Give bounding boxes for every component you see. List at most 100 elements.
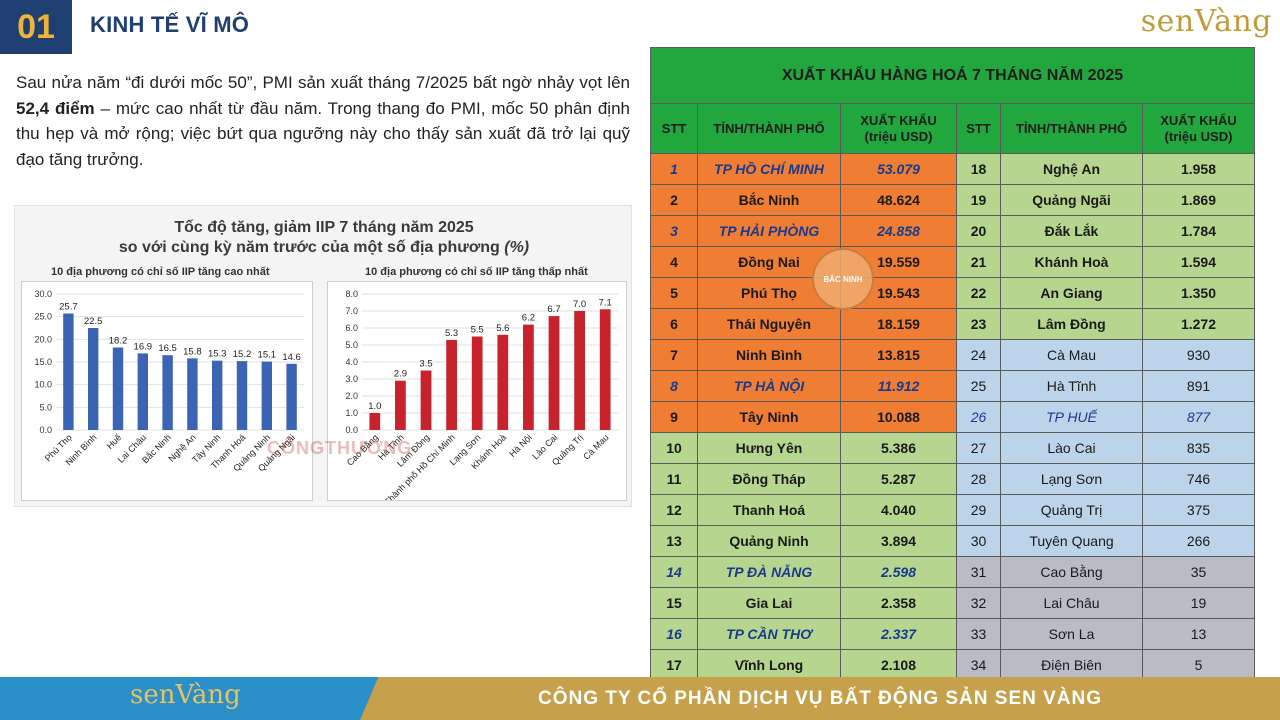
cell-province-right: Hà Tĩnh — [1000, 370, 1143, 402]
cell-export-left: 13.815 — [840, 339, 957, 371]
cell-province-right: Tuyên Quang — [1000, 525, 1143, 557]
table-row: 12 Thanh Hoá 4.040 29 Quảng Trị 375 — [650, 494, 1255, 526]
cell-stt-left: 5 — [650, 277, 698, 309]
y-tick-label: 1.0 — [345, 408, 358, 418]
bar — [446, 339, 457, 430]
table-row: 14 TP ĐÀ NẴNG 2.598 31 Cao Bằng 35 — [650, 556, 1255, 588]
data-label: 18.2 — [109, 335, 128, 346]
cell-stt-left: 15 — [650, 587, 698, 619]
bar — [548, 316, 560, 430]
header-province-left: TỈNH/THÀNH PHỐ — [697, 103, 841, 154]
cell-export-left: 10.088 — [840, 401, 957, 433]
cell-stt-right: 33 — [956, 618, 1001, 650]
bar — [162, 355, 173, 430]
y-tick-label: 4.0 — [345, 357, 358, 367]
y-tick-label: 6.0 — [345, 323, 358, 333]
table-row: 7 Ninh Bình 13.815 24 Cà Mau 930 — [650, 339, 1255, 371]
cell-province-right: Quảng Ngãi — [1000, 184, 1143, 216]
cell-export-right: 891 — [1142, 370, 1255, 402]
table-row: 10 Hưng Yên 5.386 27 Lào Cai 835 — [650, 432, 1255, 464]
cell-export-left: 2.108 — [840, 649, 957, 681]
cell-export-left: 3.894 — [840, 525, 957, 557]
y-tick-label: 15.0 — [34, 357, 52, 367]
cell-export-right: 877 — [1142, 401, 1255, 433]
cell-stt-left: 11 — [650, 463, 698, 495]
table-row: 1 TP HỒ CHÍ MINH 53.079 18 Nghệ An 1.958 — [650, 153, 1255, 185]
bar — [599, 309, 611, 430]
cell-province-left: TP HỒ CHÍ MINH — [697, 153, 841, 185]
cell-stt-left: 16 — [650, 618, 698, 650]
cell-export-left: 53.079 — [840, 153, 957, 185]
table-row: 6 Thái Nguyên 18.159 23 Lâm Đồng 1.272 — [650, 308, 1255, 340]
data-label: 5.3 — [445, 328, 458, 339]
cell-province-right: Lào Cai — [1000, 432, 1143, 464]
intro-highlight: 52,4 điểm — [16, 98, 95, 118]
footer-bar: senVàng CÔNG TY CỔ PHẦN DỊCH VỤ BẤT ĐỘNG… — [0, 677, 1280, 720]
cell-export-left: 48.624 — [840, 184, 957, 216]
cell-stt-right: 23 — [956, 308, 1001, 340]
cell-stt-left: 14 — [650, 556, 698, 588]
cell-stt-left: 2 — [650, 184, 698, 216]
bar — [87, 328, 99, 430]
cell-export-left: 24.858 — [840, 215, 957, 247]
chart-subtitle-right: 10 địa phương có chỉ số IIP tăng thấp nh… — [365, 266, 588, 278]
cell-stt-right: 31 — [956, 556, 1001, 588]
data-label: 5.5 — [471, 325, 484, 336]
bar — [395, 380, 406, 430]
header-province-right: TỈNH/THÀNH PHỐ — [1000, 103, 1143, 154]
bar — [211, 360, 223, 430]
cell-province-right: Lâm Đồng — [1000, 308, 1143, 340]
cell-province-left: Bắc Ninh — [697, 184, 841, 216]
y-tick-label: 10.0 — [34, 380, 52, 390]
cell-province-left: Gia Lai — [697, 587, 841, 619]
cell-export-left: 4.040 — [840, 494, 957, 526]
bar — [63, 313, 74, 430]
bar — [236, 361, 248, 430]
cell-stt-right: 19 — [956, 184, 1001, 216]
cell-export-left: 18.159 — [840, 308, 957, 340]
data-label: 1.0 — [368, 401, 381, 412]
cell-stt-right: 24 — [956, 339, 1001, 371]
chart-title-line2a: so với cùng kỳ năm trước của một số địa … — [118, 239, 505, 256]
cell-province-left: Hưng Yên — [697, 432, 841, 464]
data-label: 16.9 — [134, 341, 153, 352]
cell-export-right: 1.350 — [1142, 277, 1255, 309]
table-row: 11 Đồng Tháp 5.287 28 Lạng Sơn 746 — [650, 463, 1255, 495]
cell-province-left: Quảng Ninh — [697, 525, 841, 557]
brand-logo: senVàng — [1140, 4, 1272, 39]
bar — [137, 353, 149, 430]
table-row: 15 Gia Lai 2.358 32 Lai Châu 19 — [650, 587, 1255, 619]
cell-stt-left: 1 — [650, 153, 698, 185]
cell-province-left: Vĩnh Long — [697, 649, 841, 681]
table-row: 8 TP HÀ NỘI 11.912 25 Hà Tĩnh 891 — [650, 370, 1255, 402]
data-label: 15.2 — [233, 349, 252, 360]
chart-title-unit: (%) — [504, 239, 530, 256]
data-label: 2.9 — [394, 369, 407, 380]
cell-stt-right: 20 — [956, 215, 1001, 247]
cell-export-left: 2.598 — [840, 556, 957, 588]
chart-title-line2: so với cùng kỳ năm trước của một số địa … — [15, 238, 633, 258]
data-label: 22.5 — [84, 316, 103, 327]
y-tick-label: 5.0 — [39, 402, 52, 412]
cell-stt-left: 10 — [650, 432, 698, 464]
table-row: 4 Đồng Nai 19.559 21 Khánh Hoà 1.594 — [650, 246, 1255, 278]
chart-panel-title: Tốc độ tăng, giảm IIP 7 tháng năm 2025 s… — [15, 218, 633, 258]
data-label: 7.0 — [573, 299, 586, 310]
cell-stt-left: 3 — [650, 215, 698, 247]
cell-province-left: Thanh Hoá — [697, 494, 841, 526]
chart-right-box: 0.0 1.0 2.0 3.0 4.0 5.0 6.0 7.0 8.0 1.0 Cao Bằng 2.… — [327, 281, 627, 501]
data-label: 15.1 — [258, 350, 277, 361]
cell-stt-left: 4 — [650, 246, 698, 278]
cell-stt-right: 26 — [956, 401, 1001, 433]
cell-province-left: TP HÀ NỘI — [697, 370, 841, 402]
data-label: 14.6 — [282, 352, 301, 363]
bar — [261, 361, 273, 430]
bar — [187, 358, 198, 430]
intro-text-1: Sau nửa năm “đi dưới mốc 50”, PMI sản xu… — [16, 73, 630, 92]
footer-company-name: CÔNG TY CỔ PHẦN DỊCH VỤ BẤT ĐỘNG SẢN SEN… — [537, 687, 1103, 709]
x-tick-label: Huế — [105, 432, 124, 451]
cell-stt-right: 25 — [956, 370, 1001, 402]
data-label: 5.6 — [496, 323, 509, 334]
cell-province-right: Nghệ An — [1000, 153, 1143, 185]
bar — [471, 336, 483, 430]
